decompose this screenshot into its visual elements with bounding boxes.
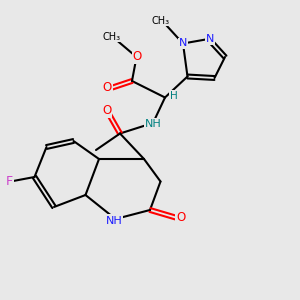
Text: O: O bbox=[103, 81, 112, 94]
Text: N: N bbox=[206, 34, 214, 44]
Text: O: O bbox=[176, 211, 185, 224]
Text: O: O bbox=[102, 104, 111, 118]
Text: CH₃: CH₃ bbox=[103, 32, 121, 42]
Text: NH: NH bbox=[106, 215, 122, 226]
Text: H: H bbox=[169, 91, 177, 101]
Text: O: O bbox=[133, 50, 142, 63]
Text: NH: NH bbox=[145, 118, 161, 129]
Text: CH₃: CH₃ bbox=[152, 16, 169, 26]
Text: NH: NH bbox=[106, 214, 122, 225]
Text: F: F bbox=[5, 175, 13, 188]
Text: N: N bbox=[179, 38, 187, 49]
